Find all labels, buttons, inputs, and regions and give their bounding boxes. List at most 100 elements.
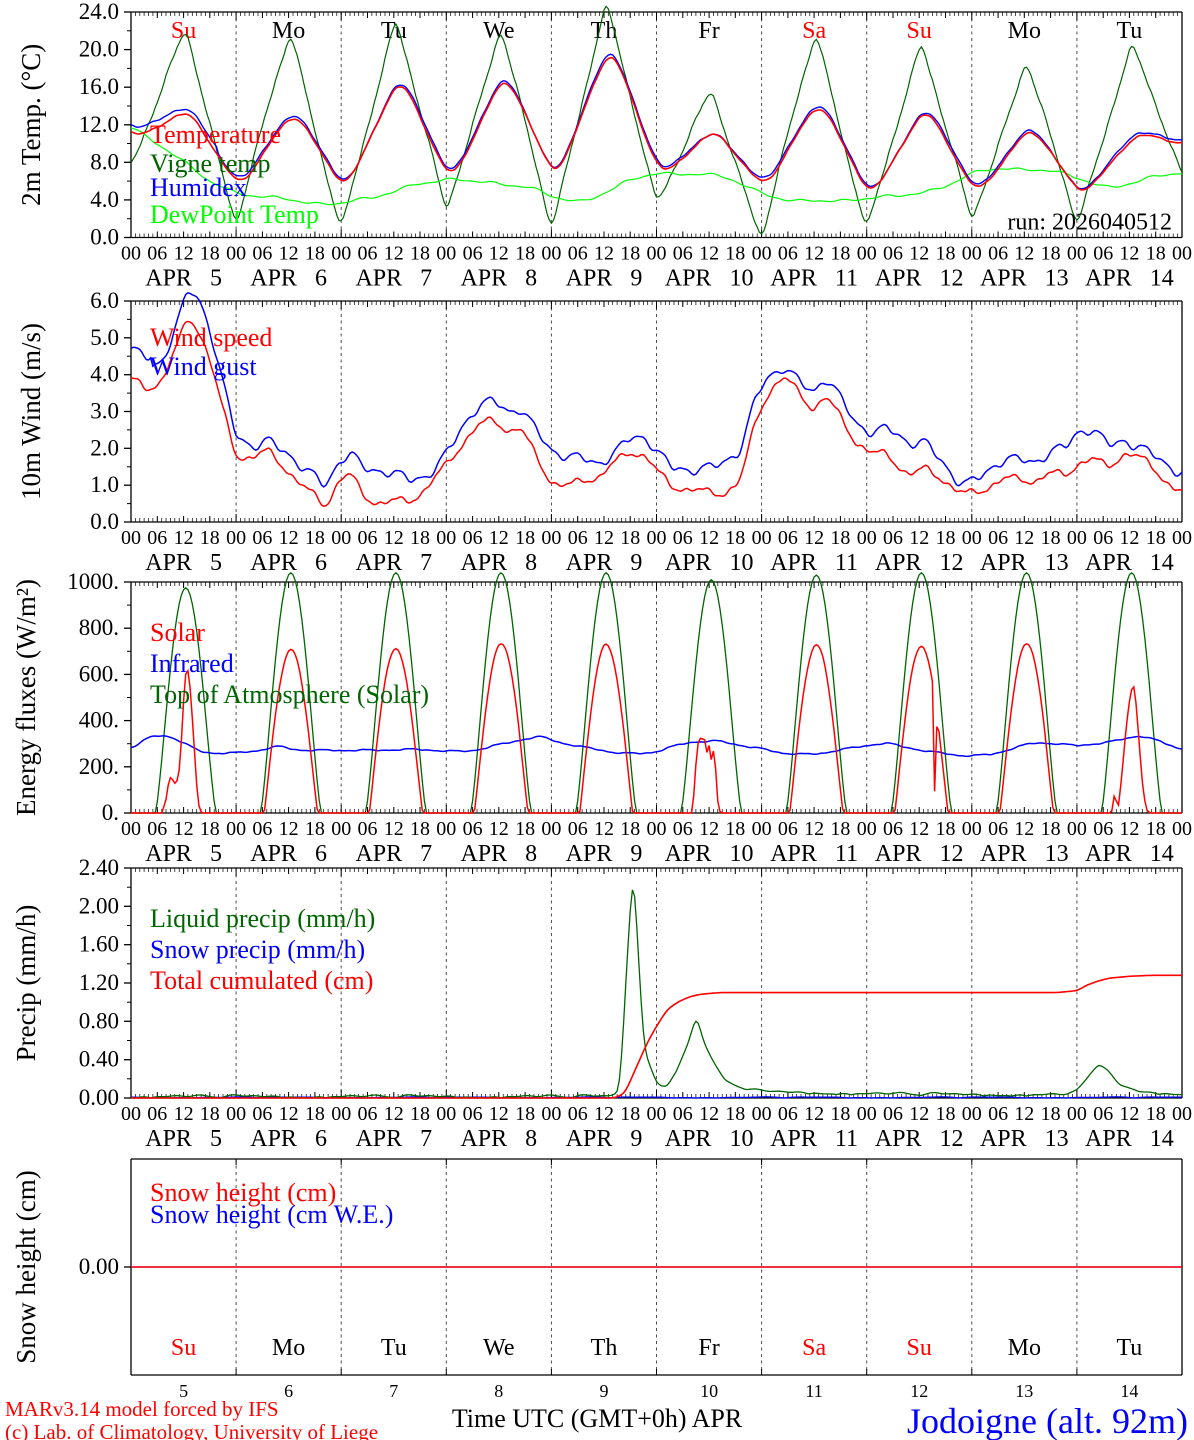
svg-text:Sa: Sa xyxy=(802,18,826,44)
svg-text:18: 18 xyxy=(515,527,535,549)
svg-text:9: 9 xyxy=(600,1381,609,1401)
svg-text:18: 18 xyxy=(1041,818,1061,840)
svg-text:00: 00 xyxy=(121,527,141,549)
svg-text:06: 06 xyxy=(358,527,378,549)
svg-text:06: 06 xyxy=(568,243,588,265)
svg-text:MARv3.14 model forced by IFS: MARv3.14 model forced by IFS xyxy=(5,1397,279,1421)
svg-text:run: 2026040512: run: 2026040512 xyxy=(1007,210,1172,236)
svg-text:13: 13 xyxy=(1015,1381,1033,1401)
svg-text:Top of Atmosphere (Solar): Top of Atmosphere (Solar) xyxy=(150,680,429,709)
svg-text:00: 00 xyxy=(331,243,351,265)
svg-text:We: We xyxy=(483,18,514,44)
svg-text:06: 06 xyxy=(463,527,483,549)
svg-text:1.60: 1.60 xyxy=(79,932,119,957)
svg-text:18: 18 xyxy=(936,527,956,549)
svg-text:06: 06 xyxy=(673,1103,693,1125)
svg-text:00: 00 xyxy=(1172,818,1192,840)
svg-text:18: 18 xyxy=(1041,1103,1061,1125)
svg-text:00: 00 xyxy=(121,1103,141,1125)
svg-text:APR11: APR 11 xyxy=(770,841,858,867)
svg-text:APR7: APR 7 xyxy=(355,550,432,576)
svg-text:11: 11 xyxy=(805,1381,822,1401)
svg-text:Sa: Sa xyxy=(802,1335,826,1361)
svg-text:We: We xyxy=(483,1335,514,1361)
svg-text:18: 18 xyxy=(620,243,640,265)
svg-text:3.0: 3.0 xyxy=(90,399,119,424)
svg-text:06: 06 xyxy=(988,1103,1008,1125)
svg-text:Infrared: Infrared xyxy=(150,649,234,678)
svg-text:00: 00 xyxy=(331,527,351,549)
svg-text:18: 18 xyxy=(410,243,430,265)
svg-text:18: 18 xyxy=(1146,527,1166,549)
svg-text:APR12: APR 12 xyxy=(875,1126,964,1152)
svg-text:800.: 800. xyxy=(79,615,119,640)
svg-text:APR13: APR 13 xyxy=(980,550,1069,576)
svg-text:00: 00 xyxy=(1172,1103,1192,1125)
svg-text:00: 00 xyxy=(647,818,667,840)
svg-text:06: 06 xyxy=(673,527,693,549)
svg-text:12: 12 xyxy=(1014,243,1034,265)
svg-text:00: 00 xyxy=(436,527,456,549)
svg-text:12: 12 xyxy=(1014,527,1034,549)
svg-text:2m Temp. (°C): 2m Temp. (°C) xyxy=(16,44,46,206)
svg-text:18: 18 xyxy=(936,818,956,840)
svg-text:20.0: 20.0 xyxy=(79,37,119,62)
svg-text:0.00: 0.00 xyxy=(79,1085,119,1110)
svg-text:APR14: APR 14 xyxy=(1085,841,1174,867)
svg-text:18: 18 xyxy=(620,1103,640,1125)
svg-text:18: 18 xyxy=(1146,818,1166,840)
svg-text:2.40: 2.40 xyxy=(79,855,119,880)
svg-text:12: 12 xyxy=(489,1103,509,1125)
svg-text:18: 18 xyxy=(1146,1103,1166,1125)
svg-text:12: 12 xyxy=(909,818,929,840)
svg-text:18: 18 xyxy=(515,243,535,265)
svg-text:06: 06 xyxy=(568,818,588,840)
svg-text:Humidex: Humidex xyxy=(150,173,247,202)
svg-text:00: 00 xyxy=(121,243,141,265)
svg-text:2.00: 2.00 xyxy=(79,893,119,918)
svg-text:Snow height (cm W.E.): Snow height (cm W.E.) xyxy=(150,1200,393,1229)
svg-text:00: 00 xyxy=(647,1103,667,1125)
svg-text:APR10: APR 10 xyxy=(665,1126,754,1152)
svg-text:00: 00 xyxy=(226,818,246,840)
svg-text:6: 6 xyxy=(284,1381,293,1401)
svg-text:0.: 0. xyxy=(102,800,119,825)
svg-text:0.00: 0.00 xyxy=(79,1254,119,1279)
svg-text:Time UTC (GMT+0h) APR: Time UTC (GMT+0h) APR xyxy=(452,1404,743,1433)
svg-text:18: 18 xyxy=(515,1103,535,1125)
svg-text:12: 12 xyxy=(909,527,929,549)
svg-text:00: 00 xyxy=(541,527,561,549)
svg-text:APR5: APR 5 xyxy=(145,1126,222,1152)
svg-text:06: 06 xyxy=(988,818,1008,840)
svg-text:Wind speed: Wind speed xyxy=(150,323,272,352)
svg-text:Total cumulated (cm): Total cumulated (cm) xyxy=(150,966,373,995)
svg-text:18: 18 xyxy=(830,527,850,549)
svg-text:18: 18 xyxy=(830,243,850,265)
svg-text:18: 18 xyxy=(1041,243,1061,265)
svg-text:12: 12 xyxy=(489,243,509,265)
svg-text:18: 18 xyxy=(305,243,325,265)
svg-text:06: 06 xyxy=(778,527,798,549)
svg-text:00: 00 xyxy=(752,1103,772,1125)
svg-text:00: 00 xyxy=(647,243,667,265)
svg-text:06: 06 xyxy=(778,818,798,840)
svg-text:12: 12 xyxy=(699,243,719,265)
svg-text:Su: Su xyxy=(907,18,932,44)
svg-text:7: 7 xyxy=(389,1381,398,1401)
svg-text:00: 00 xyxy=(647,527,667,549)
svg-text:600.: 600. xyxy=(79,661,119,686)
svg-text:06: 06 xyxy=(147,527,167,549)
svg-text:24.0: 24.0 xyxy=(79,0,119,24)
svg-text:00: 00 xyxy=(541,243,561,265)
svg-text:06: 06 xyxy=(147,818,167,840)
svg-text:00: 00 xyxy=(962,818,982,840)
svg-text:12: 12 xyxy=(804,818,824,840)
svg-text:Fr: Fr xyxy=(698,1335,719,1361)
svg-text:(c) Lab. of Climatology, Unive: (c) Lab. of Climatology, University of L… xyxy=(5,1420,378,1440)
